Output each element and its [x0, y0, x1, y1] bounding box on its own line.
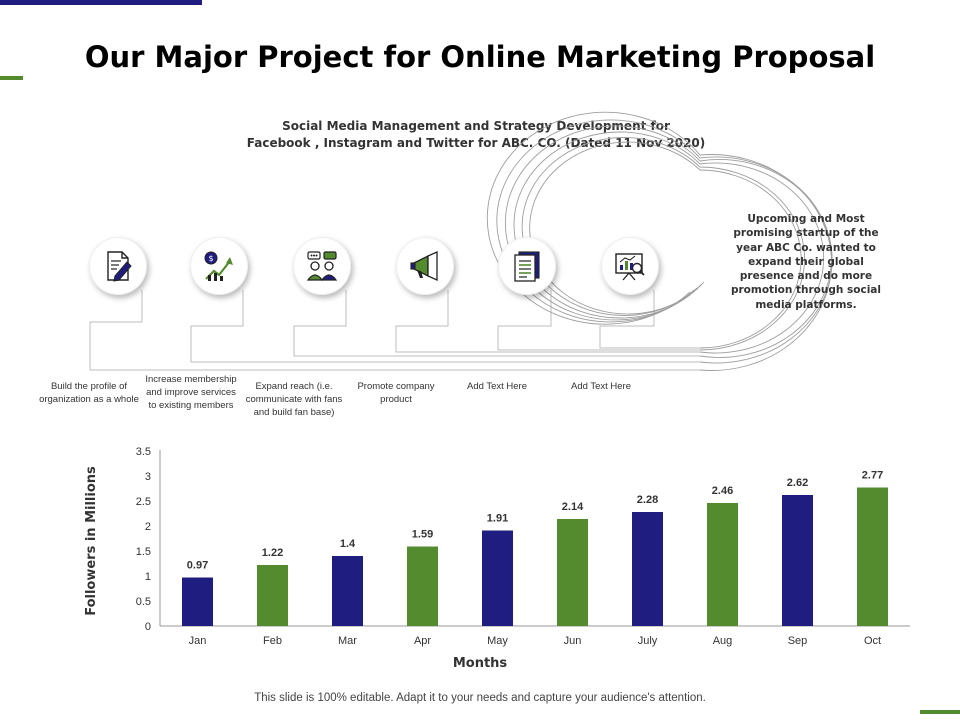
megaphone-icon: [410, 250, 438, 282]
step-4-label: Promote company product: [357, 381, 435, 405]
x-tick-label: Jan: [189, 635, 207, 647]
step-3-circle: [293, 237, 351, 295]
y-tick-label: 0: [145, 621, 151, 633]
bar-sep: [782, 495, 813, 626]
bar-feb: [257, 565, 288, 626]
bar-mar: [332, 556, 363, 626]
page-title: Our Major Project for Online Marketing P…: [84, 40, 876, 74]
x-tick-label: Feb: [263, 635, 282, 647]
data-label: 2.77: [862, 470, 883, 482]
step-4-circle: [396, 237, 454, 295]
data-label: 2.46: [712, 485, 733, 497]
step-5-circle: [498, 237, 556, 295]
bar-may: [482, 530, 513, 626]
y-tick-label: 2.5: [136, 496, 151, 508]
step-3-label: Expand reach (i.e. communicate with fans…: [245, 381, 343, 418]
document-pen-icon: [107, 251, 132, 282]
data-label: 2.28: [637, 494, 658, 506]
step-6-label: Add Text Here: [570, 381, 632, 392]
bar-jan: [182, 577, 213, 626]
y-tick-label: 2: [145, 521, 151, 533]
x-tick-label: Sep: [788, 635, 808, 647]
x-tick-label: Jun: [564, 635, 582, 647]
step-2-circle: $: [190, 237, 248, 295]
audience-chat-icon: [306, 251, 338, 281]
step-1-label: Build the profile of organization as a w…: [39, 381, 139, 405]
data-label: 0.97: [187, 560, 208, 572]
step-2-label: Increase membership and improve services…: [145, 374, 237, 411]
y-axis-label: Followers in Millions: [84, 466, 99, 616]
data-label: 2.62: [787, 477, 808, 489]
y-tick-label: 3: [145, 471, 151, 483]
step-6-circle: [601, 237, 659, 295]
top-accent-bar: [0, 0, 202, 5]
y-tick-label: 1.5: [136, 546, 151, 558]
x-tick-label: Aug: [713, 635, 733, 647]
y-tick-label: 3.5: [136, 446, 151, 458]
bottom-right-accent-bar: [920, 710, 960, 714]
footer-note: This slide is 100% editable. Adapt it to…: [254, 692, 706, 704]
x-tick-label: Mar: [338, 635, 357, 647]
y-tick-label: 0.5: [136, 596, 151, 608]
bar-july: [632, 512, 663, 626]
growth-chart-icon: $: [204, 251, 233, 281]
left-accent-bar: [0, 76, 23, 80]
data-label: 1.4: [340, 538, 356, 550]
bar-oct: [857, 487, 888, 626]
bar-jun: [557, 519, 588, 626]
document-list-icon: [514, 251, 540, 282]
bar-aug: [707, 503, 738, 626]
x-axis-label: Months: [453, 656, 508, 671]
callout-text: Upcoming and Most promising startup of t…: [730, 213, 881, 311]
x-tick-label: Apr: [414, 635, 431, 647]
bar-apr: [407, 546, 438, 626]
step-5-label: Add Text Here: [466, 381, 528, 392]
step-1-circle: [89, 237, 147, 295]
x-tick-label: May: [487, 635, 508, 647]
data-label: 1.22: [262, 547, 283, 559]
data-label: 1.59: [412, 529, 433, 541]
x-tick-label: July: [638, 635, 658, 647]
presentation-analytics-icon: [615, 253, 645, 281]
y-tick-label: 1: [145, 571, 151, 583]
data-label: 1.91: [487, 513, 508, 525]
svg-text:$: $: [208, 254, 213, 263]
x-tick-label: Oct: [864, 635, 881, 647]
data-label: 2.14: [562, 501, 584, 513]
